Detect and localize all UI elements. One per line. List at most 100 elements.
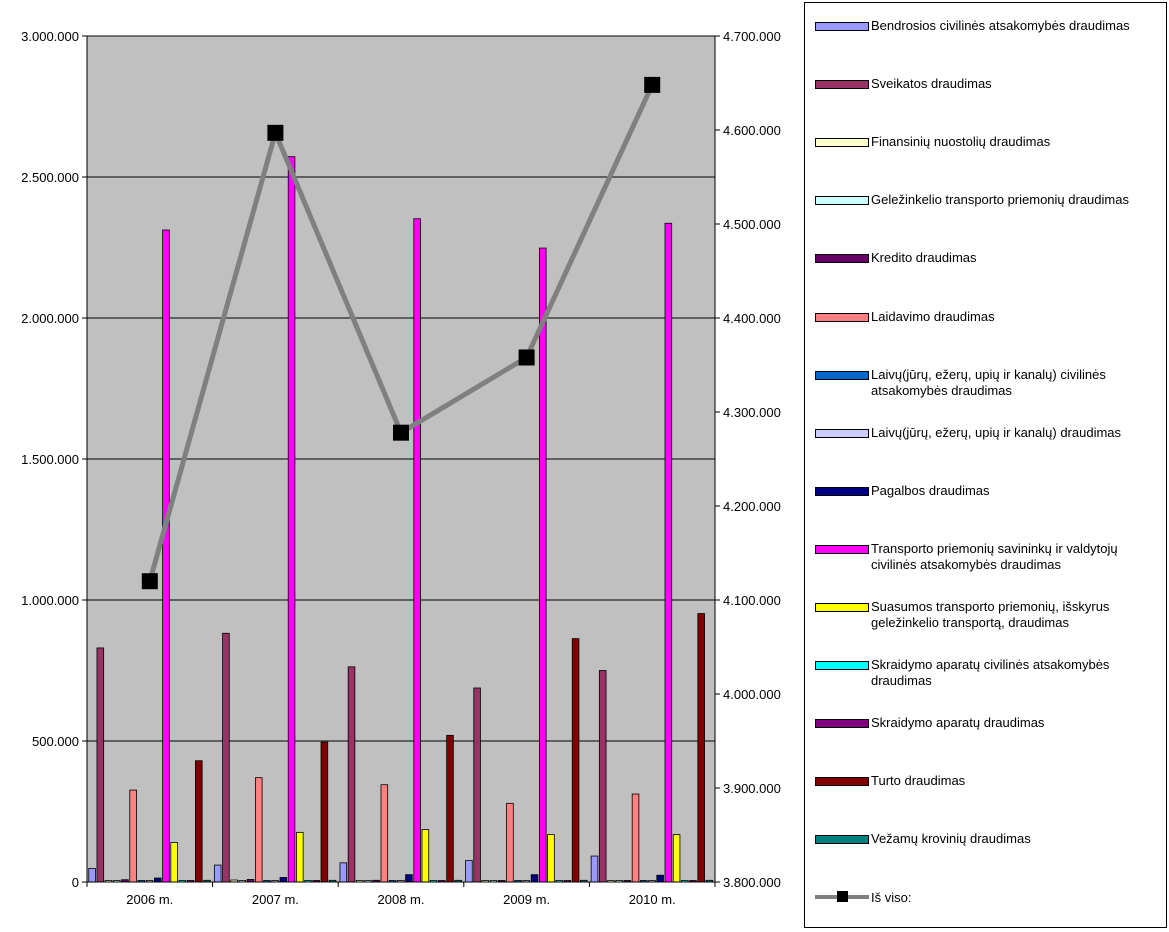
x-tick-label: 2009 m. (503, 892, 550, 907)
legend-item: Skraidymo aparatų civilinės atsakomybės … (815, 657, 1163, 689)
y-right-tick-label: 4.400.000 (723, 311, 781, 326)
bar (697, 613, 705, 883)
total-point (518, 349, 535, 366)
x-tick-label: 2006 m. (126, 892, 173, 907)
bar (129, 789, 137, 883)
bar (473, 687, 481, 883)
legend-item: Vežamų krovinių draudimas (815, 831, 1163, 847)
bar (339, 862, 348, 883)
bar (279, 877, 288, 883)
gridlines (87, 35, 715, 742)
y-right-tick-label: 4.600.000 (723, 123, 781, 138)
bar (598, 670, 607, 883)
legend-item: Skraidymo aparatų draudimas (815, 715, 1163, 731)
bar (162, 229, 170, 883)
bar (96, 647, 105, 883)
legend-item: Iš viso: (815, 890, 1163, 906)
legend-item: Pagalbos draudimas (815, 483, 1163, 499)
legend-swatch (815, 312, 869, 322)
y-left-tick-label: 1.500.000 (21, 452, 79, 467)
total-line (141, 76, 661, 590)
axes: 0 500.000 1.000.000 1.500.000 2.000.000 2.500… (21, 29, 781, 907)
legend-label: Laivų(jūrų, ežerų, upių ir kanalų) civil… (871, 366, 1106, 398)
total-point (644, 76, 661, 93)
legend-label: Skraidymo aparatų draudimas (871, 715, 1045, 731)
legend-item: Geležinkelio transporto priemonių draudi… (815, 192, 1163, 208)
legend-item: Suasumos transporto priemonių, išskyrus … (815, 599, 1163, 631)
legend-swatch (815, 835, 869, 845)
y-left-tick-label: 1.000.000 (21, 593, 79, 608)
legend-item: Laidavimo draudimas (815, 309, 1163, 325)
bar (88, 868, 96, 883)
legend-label: Laidavimo draudimas (871, 308, 995, 324)
legend-item: Bendrosios civilinės atsakomybės draudim… (815, 18, 1163, 34)
bar (195, 760, 203, 883)
y-right-tick-label: 3.800.000 (723, 875, 781, 890)
y-left-tick-label: 0 (72, 875, 79, 890)
total-point (393, 424, 409, 441)
legend-item: Kredito draudimas (815, 250, 1163, 266)
x-tick-label: 2007 m. (252, 892, 299, 907)
legend-swatch (815, 603, 869, 612)
legend-label: Transporto priemonių savininkų ir valdyt… (871, 540, 1118, 572)
legend-item: Finansinių nuostolių draudimas (815, 134, 1163, 150)
legend-label: Sveikatos draudimas (871, 76, 992, 92)
y-right-tick-label: 4.100.000 (723, 593, 781, 608)
legend-label: Suasumos transporto priemonių, išskyrus … (871, 599, 1110, 630)
bar (380, 784, 389, 883)
legend-swatch (815, 777, 869, 787)
bar (296, 831, 304, 883)
y-right-tick-label: 4.300.000 (723, 405, 781, 420)
legend-swatch (815, 138, 869, 148)
legend-item: Laivų(jūrų, ežerų, upių ir kanalų) civil… (815, 367, 1163, 399)
legend-label: Kredito draudimas (871, 250, 977, 266)
bar (672, 834, 681, 883)
y-left-tick-label: 500.000 (32, 734, 79, 749)
legend-label: Laivų(jūrų, ežerų, upių ir kanalų) draud… (871, 424, 1122, 440)
legend: Bendrosios civilinės atsakomybės draudim… (804, 2, 1167, 928)
legend-swatch (815, 428, 869, 438)
bar (421, 829, 430, 883)
bar (287, 156, 296, 883)
legend-swatch (815, 661, 869, 671)
total-point (267, 124, 284, 141)
legend-swatch (815, 370, 869, 380)
x-tick-label: 2010 m. (629, 892, 676, 907)
legend-swatch (815, 22, 869, 31)
bar (547, 834, 555, 883)
bar (154, 877, 162, 883)
legend-swatch (815, 80, 869, 90)
legend-item: Laivų(jūrų, ežerų, upių ir kanalų) draud… (815, 425, 1163, 441)
legend-label: Bendrosios civilinės atsakomybės draudim… (871, 18, 1130, 33)
bar (405, 874, 413, 883)
legend-label: Finansinių nuostolių draudimas (871, 134, 1051, 150)
y-left-tick-label: 2.500.000 (21, 170, 79, 185)
bar (664, 222, 673, 883)
bar (222, 632, 230, 883)
legend-swatch (815, 254, 869, 264)
legend-swatch (815, 890, 869, 904)
legend-swatch (815, 544, 869, 554)
legend-label: Turto draudimas (871, 773, 966, 789)
y-right-tick-label: 3.900.000 (723, 781, 781, 796)
bar (320, 741, 329, 883)
legend-swatch (815, 196, 869, 206)
y-left-tick-label: 3.000.000 (21, 29, 79, 44)
legend-label: Geležinkelio transporto priemonių draudi… (871, 192, 1129, 208)
y-right-tick-label: 4.500.000 (723, 217, 781, 232)
bar (213, 864, 222, 883)
legend-item: Sveikatos draudimas (815, 76, 1163, 92)
chart-svg: 0 500.000 1.000.000 1.500.000 2.000.000 2.500… (21, 29, 781, 907)
y-left-tick-label: 2.000.000 (21, 311, 79, 326)
y-right-tick-label: 4.000.000 (723, 687, 781, 702)
bars (88, 156, 714, 883)
legend-label: Skraidymo aparatų civilinės atsakomybės … (871, 657, 1110, 689)
bar (413, 218, 421, 883)
bar (506, 802, 514, 883)
y-right-tick-label: 4.200.000 (723, 499, 781, 514)
bar (530, 874, 539, 883)
bar (347, 666, 356, 883)
legend-label: Iš viso: (871, 889, 912, 905)
y-right-tick-label: 4.700.000 (723, 29, 781, 44)
legend-item: Turto draudimas (815, 773, 1163, 789)
